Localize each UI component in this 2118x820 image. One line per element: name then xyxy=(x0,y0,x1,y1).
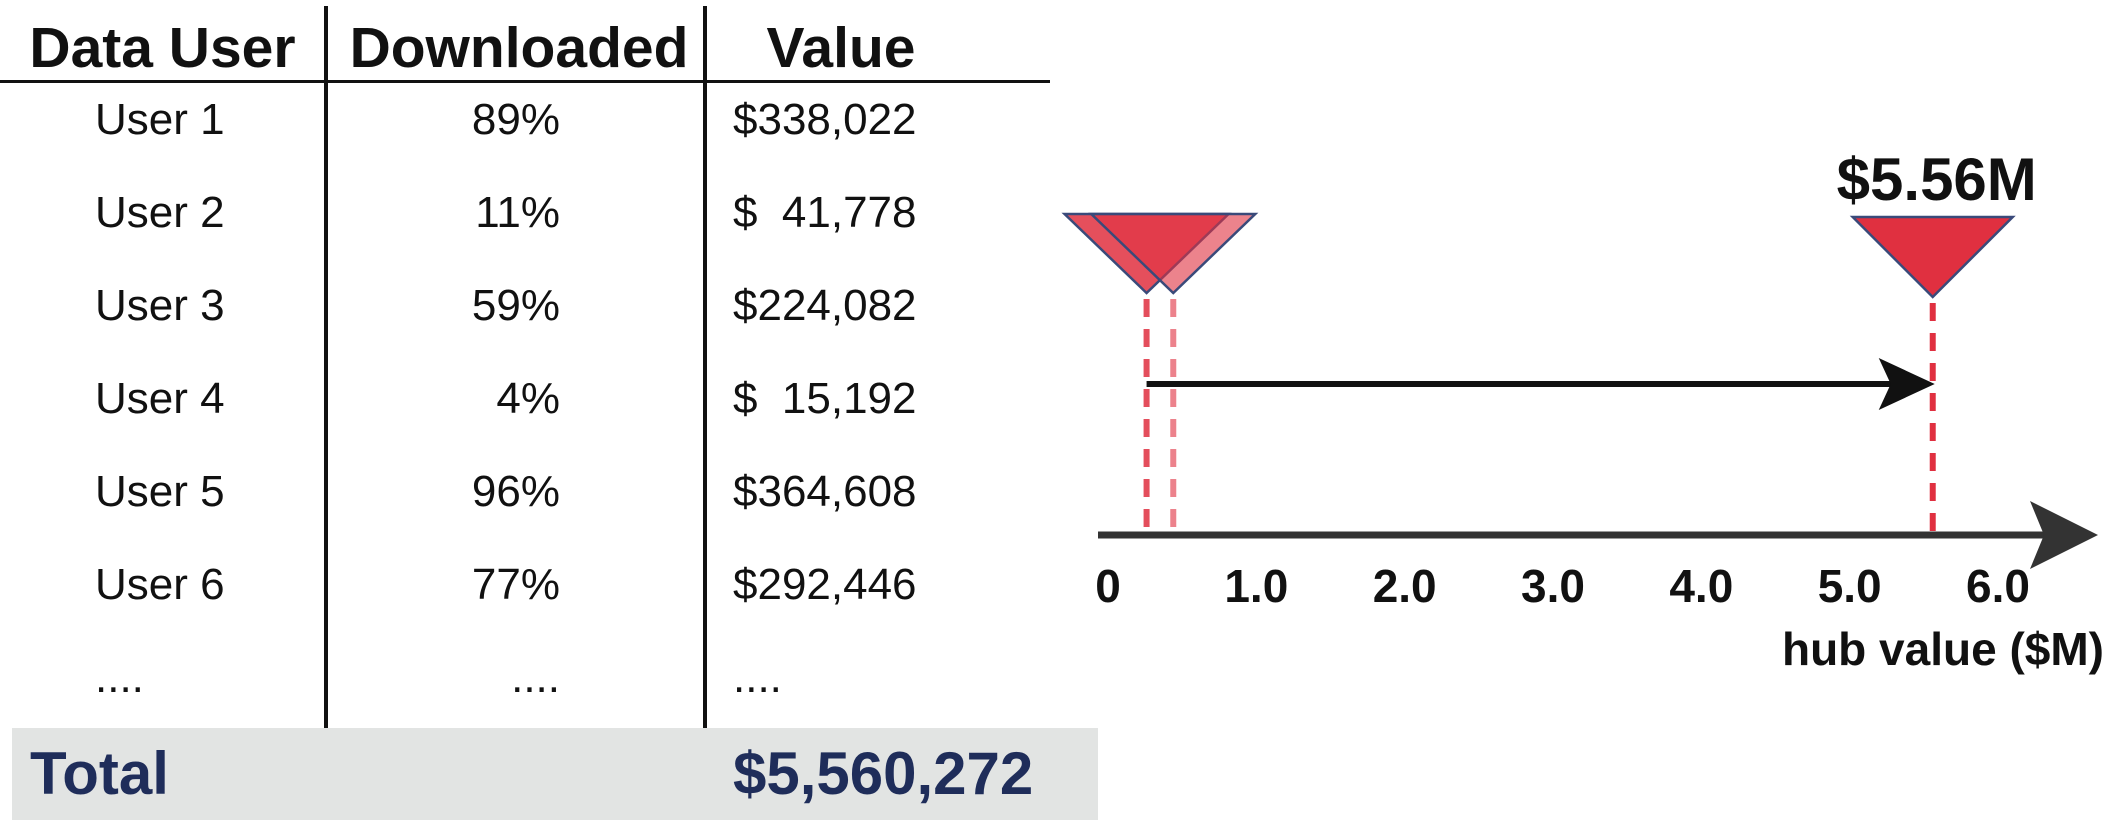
cell-user: User 1 xyxy=(95,95,225,144)
total-label: Total xyxy=(30,740,169,807)
table-row: User 4 4% $ 15,192 xyxy=(0,364,1050,434)
axis-tick-label: 6.0 xyxy=(1966,560,2030,612)
cell-downloaded: .... xyxy=(511,653,560,702)
cell-value: $364,608 xyxy=(733,467,917,516)
cell-value: $224,082 xyxy=(733,281,917,330)
cell-value: .... xyxy=(733,653,782,702)
cell-value: $292,446 xyxy=(733,560,917,609)
user-marker-b xyxy=(1088,212,1259,295)
value-table: Data User Downloaded Value User 1 89% $3… xyxy=(0,6,1098,820)
header-downloaded: Downloaded xyxy=(349,16,689,80)
cell-downloaded: 96% xyxy=(471,467,560,516)
cell-user: User 2 xyxy=(95,188,225,237)
cell-user: User 3 xyxy=(95,281,225,330)
table-row: User 5 96% $364,608 xyxy=(0,457,1050,527)
cell-user: .... xyxy=(95,653,144,702)
axis-tick-label: 1.0 xyxy=(1224,560,1288,612)
table-row: User 2 11% $ 41,778 xyxy=(0,178,1050,248)
column-divider-2 xyxy=(703,6,707,820)
arrow-head xyxy=(1878,358,1935,410)
marker-guides xyxy=(1143,299,1936,531)
cell-user: User 4 xyxy=(95,374,225,423)
axis-tick-label: 4.0 xyxy=(1669,560,1733,612)
cell-user: User 5 xyxy=(95,467,225,516)
table-row: .... .... .... xyxy=(0,643,1050,713)
header-rule xyxy=(0,80,1050,83)
cell-user: User 6 xyxy=(95,560,225,609)
cell-downloaded: 11% xyxy=(475,188,560,237)
axis-tick-label: 5.0 xyxy=(1818,560,1882,612)
table-row: User 6 77% $292,446 xyxy=(0,550,1050,620)
table-row: User 3 59% $224,082 xyxy=(0,271,1050,341)
axis-arrowhead xyxy=(2030,501,2098,569)
value-arrow xyxy=(1146,358,1935,410)
cell-downloaded: 59% xyxy=(471,281,560,330)
header-value: Value xyxy=(766,16,916,80)
column-divider-1 xyxy=(324,6,328,820)
cell-downloaded: 77% xyxy=(471,560,560,609)
axis-label: hub value ($M) xyxy=(1782,623,2104,675)
table-row: User 1 89% $338,022 xyxy=(0,85,1050,155)
axis-tick-label: 2.0 xyxy=(1373,560,1437,612)
cell-downloaded: 89% xyxy=(471,95,560,144)
cell-value: $ 15,192 xyxy=(733,374,917,423)
cell-value: $ 41,778 xyxy=(733,188,917,237)
header-data-user: Data User xyxy=(29,16,296,80)
axis-tick-label: 0 xyxy=(1095,560,1121,612)
total-row-band xyxy=(12,728,1098,820)
total-value: $5,560,272 xyxy=(733,740,1034,807)
cell-value: $338,022 xyxy=(733,95,917,144)
axis-tick-label: 3.0 xyxy=(1521,560,1585,612)
hub-value-axis xyxy=(1098,501,2098,569)
value-markers xyxy=(1061,212,2016,299)
axis-ticks: 0 1.0 2.0 3.0 4.0 5.0 6.0 xyxy=(1095,560,2030,612)
hub-marker xyxy=(1849,215,2016,299)
cell-downloaded: 4% xyxy=(496,374,560,423)
hub-value-label: $5.56M xyxy=(1837,146,2037,213)
